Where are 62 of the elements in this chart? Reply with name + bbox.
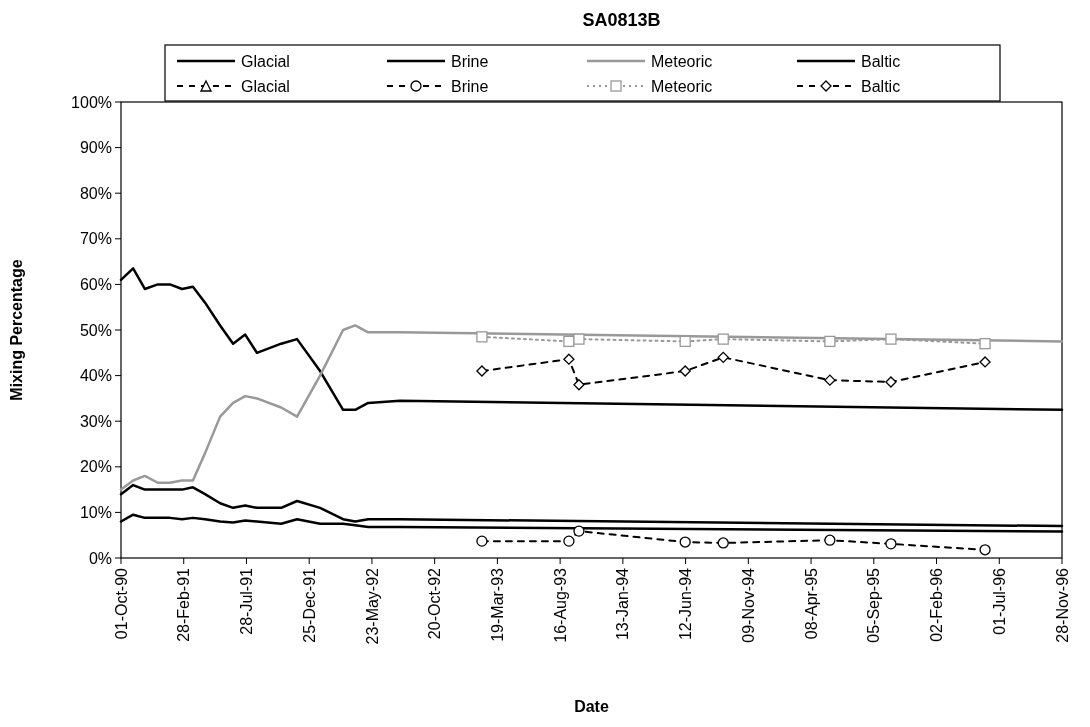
legend-label: Baltic	[861, 77, 901, 95]
x-tick-label: 19-Mar-93	[489, 567, 506, 642]
point	[979, 544, 991, 556]
point	[563, 535, 575, 547]
point	[885, 333, 897, 345]
legend-label: Glacial	[241, 52, 290, 70]
point	[824, 374, 836, 386]
chart-title: SA0813B	[582, 10, 661, 30]
y-tick-label: 60%	[79, 276, 112, 293]
point	[885, 376, 897, 388]
y-tick-label: 40%	[79, 367, 112, 385]
y-axis-title: Mixing Percentage	[8, 259, 25, 401]
x-tick-label: 28-Jul-91	[238, 567, 256, 635]
x-tick-label: 13-Jan-94	[614, 567, 632, 641]
point	[979, 356, 991, 368]
legend-label: Brine	[451, 52, 489, 70]
point	[679, 536, 691, 548]
point	[476, 331, 488, 343]
x-tick-label: 05-Sep-95	[865, 567, 883, 643]
line-series	[119, 324, 1064, 491]
point	[563, 353, 575, 365]
legend-label: Baltic	[861, 52, 901, 70]
y-tick-label: 100%	[71, 93, 112, 111]
point	[885, 538, 897, 550]
y-tick-label: 20%	[79, 458, 112, 476]
x-tick-label: 23-May-92	[363, 567, 381, 645]
x-tick-label: 08-Apr-95	[802, 567, 820, 640]
y-tick-label: 80%	[79, 184, 112, 202]
point	[573, 379, 585, 391]
point	[717, 351, 729, 364]
y-tick-label: 90%	[79, 139, 112, 157]
point	[573, 333, 585, 345]
point	[563, 335, 575, 348]
point	[476, 535, 488, 547]
y-tick-label: 10%	[79, 504, 112, 521]
legend-label: Meteoric	[651, 77, 713, 95]
point	[679, 365, 691, 377]
legend-label: Brine	[451, 77, 489, 95]
y-tick-label: 50%	[79, 321, 112, 339]
x-tick-label: 28-Nov-96	[1053, 567, 1071, 643]
point	[824, 335, 836, 348]
x-tick-label: 02-Feb-96	[928, 567, 946, 642]
x-tick-label: 25-Dec-91	[300, 567, 318, 643]
x-tick-label: 09-Nov-94	[739, 567, 757, 643]
x-tick-label: 20-Oct-92	[426, 567, 444, 640]
x-tick-label: 01-Jul-96	[990, 567, 1008, 635]
point	[476, 365, 488, 377]
y-tick-label: 0%	[88, 549, 112, 567]
legend-label: Glacial	[241, 77, 290, 95]
point	[979, 338, 991, 350]
point	[717, 333, 729, 345]
point	[824, 534, 836, 546]
point	[573, 525, 585, 537]
legend-label: Meteoric	[651, 52, 713, 70]
y-tick-label: 70%	[79, 230, 112, 248]
x-axis-title: Date	[574, 698, 609, 715]
y-tick-label: 30%	[79, 412, 112, 430]
x-tick-label: 12-Jun-94	[677, 567, 695, 641]
x-tick-label: 28-Feb-91	[175, 567, 193, 642]
x-tick-label: 16-Aug-93	[551, 567, 569, 643]
x-tick-label: 01-Oct-90	[112, 567, 130, 640]
point	[717, 537, 729, 549]
